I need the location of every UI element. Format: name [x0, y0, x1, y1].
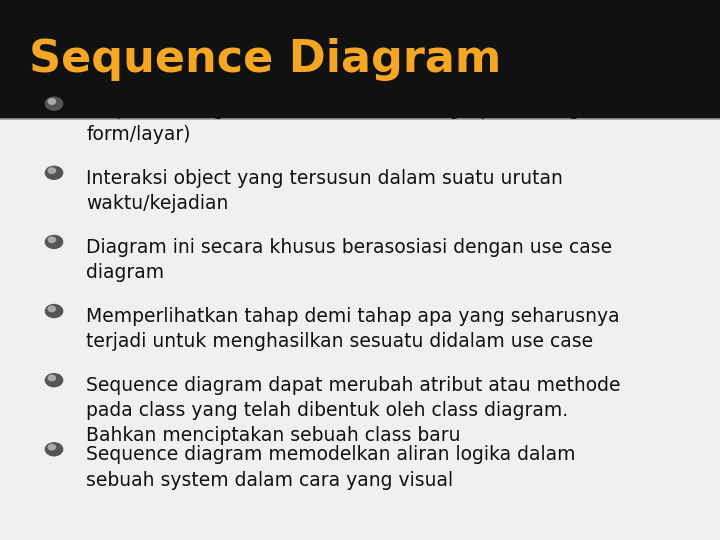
Text: Sequence Diagram: Sequence Diagram	[29, 38, 501, 81]
Circle shape	[45, 374, 63, 387]
FancyBboxPatch shape	[0, 0, 720, 119]
Circle shape	[48, 168, 55, 173]
Circle shape	[48, 375, 55, 381]
Text: Sequence diagram adalah visual coding ( perancangan
form/layar): Sequence diagram adalah visual coding ( …	[86, 100, 604, 144]
Circle shape	[45, 97, 63, 110]
Circle shape	[45, 443, 63, 456]
Circle shape	[45, 166, 63, 179]
Circle shape	[48, 237, 55, 242]
Circle shape	[48, 99, 55, 104]
Text: Sequence diagram dapat merubah atribut atau methode
pada class yang telah dibent: Sequence diagram dapat merubah atribut a…	[86, 376, 621, 446]
Circle shape	[48, 306, 55, 312]
Text: Diagram ini secara khusus berasosiasi dengan use case
diagram: Diagram ini secara khusus berasosiasi de…	[86, 238, 613, 282]
Text: Memperlihatkan tahap demi tahap apa yang seharusnya
terjadi untuk menghasilkan s: Memperlihatkan tahap demi tahap apa yang…	[86, 307, 620, 351]
Circle shape	[48, 444, 55, 450]
Text: Sequence diagram memodelkan aliran logika dalam
sebuah system dalam cara yang vi: Sequence diagram memodelkan aliran logik…	[86, 446, 576, 489]
Text: Interaksi object yang tersusun dalam suatu urutan
waktu/kejadian: Interaksi object yang tersusun dalam sua…	[86, 169, 563, 213]
Circle shape	[45, 235, 63, 248]
Circle shape	[45, 305, 63, 318]
